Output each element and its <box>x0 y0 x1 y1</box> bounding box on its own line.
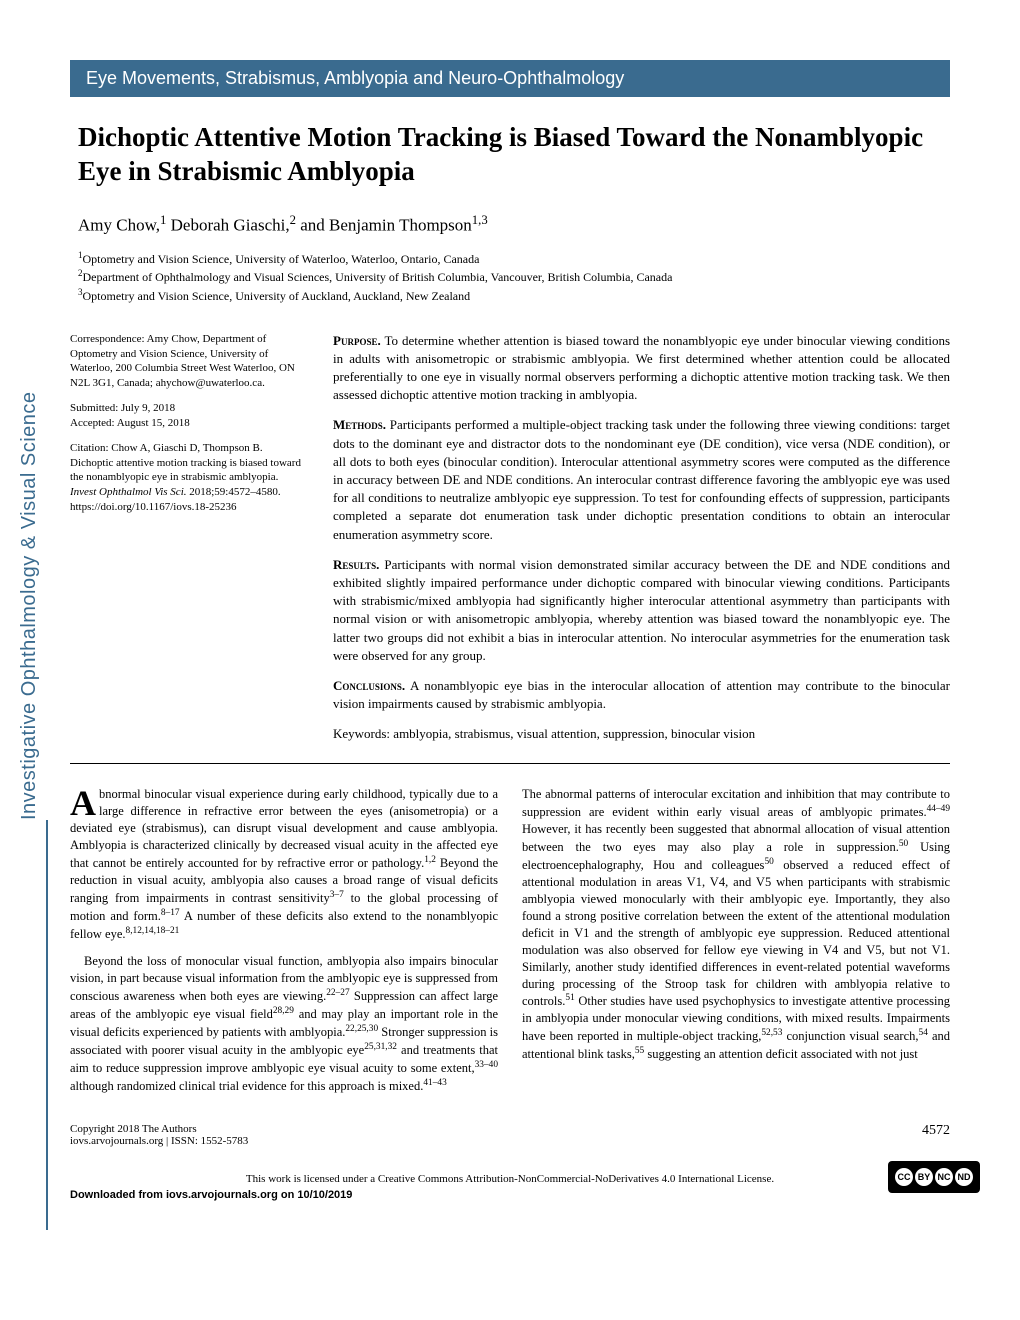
page-footer: Copyright 2018 The Authors iovs.arvojour… <box>70 1123 950 1147</box>
metadata-sidebar: Correspondence: Amy Chow, Department of … <box>70 332 305 744</box>
abstract-purpose: Purpose. To determine whether attention … <box>333 332 950 405</box>
abstract-results: Results. Participants with normal vision… <box>333 556 950 665</box>
issn: iovs.arvojournals.org | ISSN: 1552-5783 <box>70 1135 248 1147</box>
section-header: Eye Movements, Strabismus, Amblyopia and… <box>70 60 950 97</box>
abstract-conclusions: Conclusions. A nonamblyopic eye bias in … <box>333 677 950 713</box>
cc-badge-icon: CC BY NC ND <box>888 1161 980 1193</box>
article-title: Dichoptic Attentive Motion Tracking is B… <box>78 121 950 189</box>
body-text: Abnormal binocular visual experience dur… <box>70 786 950 1104</box>
body-column-right: The abnormal patterns of interocular exc… <box>522 786 950 1104</box>
copyright: Copyright 2018 The Authors <box>70 1123 248 1135</box>
abstract-methods: Methods. Participants performed a multip… <box>333 416 950 543</box>
license-bar: This work is licensed under a Creative C… <box>70 1173 950 1185</box>
affiliations: 1Optometry and Vision Science, Universit… <box>78 249 950 304</box>
abstract: Purpose. To determine whether attention … <box>333 332 950 744</box>
dropcap: A <box>70 786 99 818</box>
journal-vertical-label: Investigative Ophthalmology & Visual Sci… <box>18 391 41 820</box>
correspondence: Correspondence: Amy Chow, Department of … <box>70 332 305 391</box>
authors: Amy Chow,1 Deborah Giaschi,2 and Benjami… <box>78 213 950 236</box>
divider <box>70 763 950 764</box>
affiliation: 2Department of Ophthalmology and Visual … <box>78 267 950 285</box>
affiliation: 3Optometry and Vision Science, Universit… <box>78 286 950 304</box>
keywords: Keywords: amblyopia, strabismus, visual … <box>333 725 950 743</box>
page-number: 4572 <box>922 1123 950 1147</box>
download-note: Downloaded from iovs.arvojournals.org on… <box>70 1189 950 1201</box>
affiliation: 1Optometry and Vision Science, Universit… <box>78 249 950 267</box>
dates: Submitted: July 9, 2018 Accepted: August… <box>70 401 305 431</box>
citation: Citation: Chow A, Giaschi D, Thompson B.… <box>70 441 305 515</box>
body-column-left: Abnormal binocular visual experience dur… <box>70 786 498 1104</box>
vertical-rule <box>46 820 48 1230</box>
